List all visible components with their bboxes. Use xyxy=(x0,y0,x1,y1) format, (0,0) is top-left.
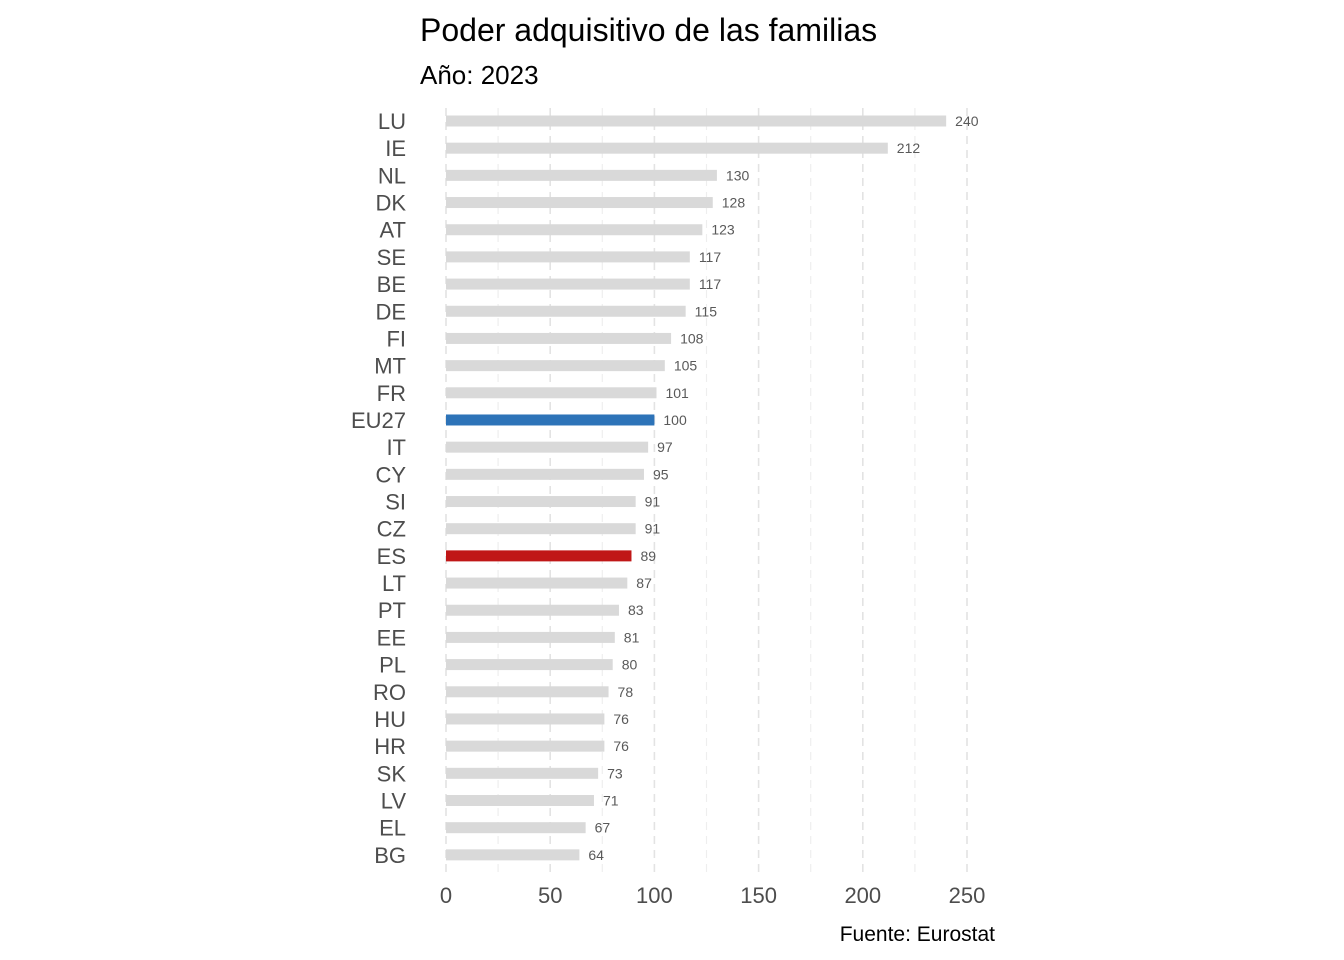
bar-mt xyxy=(446,360,665,372)
bar-dk xyxy=(446,197,713,209)
bar-cy xyxy=(446,468,644,480)
bar-fi xyxy=(446,332,672,344)
value-label-hu: 76 xyxy=(613,711,629,727)
bar-ro xyxy=(446,686,609,698)
bar-el xyxy=(446,822,586,834)
category-label-be: BE xyxy=(377,272,406,297)
chart-title: Poder adquisitivo de las familias xyxy=(420,12,877,48)
x-tick-label: 50 xyxy=(538,883,562,908)
category-label-pl: PL xyxy=(379,653,406,678)
category-label-el: EL xyxy=(379,816,406,841)
category-label-hr: HR xyxy=(374,734,406,759)
x-tick-label: 200 xyxy=(844,883,881,908)
value-label-nl: 130 xyxy=(726,167,750,183)
chart-subtitle: Año: 2023 xyxy=(420,60,539,90)
bar-at xyxy=(446,224,703,236)
value-label-hr: 76 xyxy=(613,738,629,754)
value-label-ro: 78 xyxy=(618,684,634,700)
value-label-si: 91 xyxy=(645,494,661,510)
value-label-fi: 108 xyxy=(680,330,704,346)
x-tick-label: 250 xyxy=(949,883,986,908)
category-label-de: DE xyxy=(375,299,406,324)
category-label-ee: EE xyxy=(377,625,406,650)
category-label-bg: BG xyxy=(374,843,406,868)
value-label-dk: 128 xyxy=(722,195,746,211)
bar-eu27 xyxy=(446,414,655,426)
value-label-ie: 212 xyxy=(897,140,921,156)
value-label-se: 117 xyxy=(699,249,722,265)
category-label-lu: LU xyxy=(378,109,406,134)
bar-lv xyxy=(446,795,594,806)
bar-hr xyxy=(446,740,605,752)
bar-pl xyxy=(446,659,613,671)
value-label-eu27: 100 xyxy=(663,412,687,428)
value-label-be: 117 xyxy=(699,276,722,292)
x-tick-label: 0 xyxy=(440,883,452,908)
x-tick-label: 100 xyxy=(636,883,673,908)
chart-caption: Fuente: Eurostat xyxy=(840,923,995,946)
category-label-hu: HU xyxy=(374,707,406,732)
x-axis-ticks: 0 50 100 150 200 250 xyxy=(440,883,985,908)
value-label-cy: 95 xyxy=(653,466,669,482)
category-label-fi: FI xyxy=(386,326,406,351)
category-label-mt: MT xyxy=(374,354,406,379)
value-label-at: 123 xyxy=(711,222,735,238)
value-label-lv: 71 xyxy=(603,793,619,809)
value-label-fr: 101 xyxy=(665,385,689,401)
bar-es xyxy=(446,550,632,562)
category-label-nl: NL xyxy=(378,163,406,188)
bar-it xyxy=(446,441,649,453)
bars xyxy=(446,115,947,861)
bar-nl xyxy=(446,169,717,181)
category-label-at: AT xyxy=(380,218,406,243)
category-label-lt: LT xyxy=(382,571,406,596)
bar-lu xyxy=(446,115,947,127)
x-tick-label: 150 xyxy=(740,883,777,908)
bar-hu xyxy=(446,713,605,725)
bar-si xyxy=(446,496,636,508)
bar-de xyxy=(446,305,686,317)
category-label-se: SE xyxy=(377,245,406,270)
value-label-cz: 91 xyxy=(645,521,661,537)
value-label-lu: 240 xyxy=(955,113,979,129)
category-label-cy: CY xyxy=(375,462,406,487)
category-label-ie: IE xyxy=(385,136,406,161)
value-label-it: 97 xyxy=(657,439,673,455)
bar-bg xyxy=(446,849,580,861)
bar-sk xyxy=(446,767,599,779)
value-label-sk: 73 xyxy=(607,765,623,781)
bar-fr xyxy=(446,387,657,399)
bar-pt xyxy=(446,604,619,616)
category-label-es: ES xyxy=(377,544,406,569)
bar-be xyxy=(446,278,690,290)
category-label-it: IT xyxy=(386,435,406,460)
category-label-eu27: EU27 xyxy=(351,408,406,433)
value-label-ee: 81 xyxy=(624,629,640,645)
value-label-es: 89 xyxy=(640,548,656,564)
category-label-ro: RO xyxy=(373,680,406,705)
bar-se xyxy=(446,251,690,263)
category-label-lv: LV xyxy=(381,789,407,814)
value-label-bg: 64 xyxy=(588,847,604,863)
value-label-de: 115 xyxy=(695,303,718,319)
bar-ee xyxy=(446,631,615,643)
value-label-mt: 105 xyxy=(674,358,698,374)
bar-ie xyxy=(446,142,888,154)
category-label-sk: SK xyxy=(377,761,407,786)
category-label-si: SI xyxy=(385,490,406,515)
category-label-fr: FR xyxy=(377,381,406,406)
category-label-cz: CZ xyxy=(377,517,406,542)
value-label-el: 67 xyxy=(595,820,611,836)
bar-cz xyxy=(446,523,636,535)
bar-lt xyxy=(446,577,628,589)
gridlines xyxy=(445,108,968,872)
value-labels: 240 212 130 128 123 117 117 115 108 105 101 100 97 95… xyxy=(588,113,978,863)
category-label-pt: PT xyxy=(378,598,406,623)
value-label-pl: 80 xyxy=(622,657,638,673)
category-label-dk: DK xyxy=(375,191,406,216)
value-label-lt: 87 xyxy=(636,575,652,591)
value-label-pt: 83 xyxy=(628,602,644,618)
